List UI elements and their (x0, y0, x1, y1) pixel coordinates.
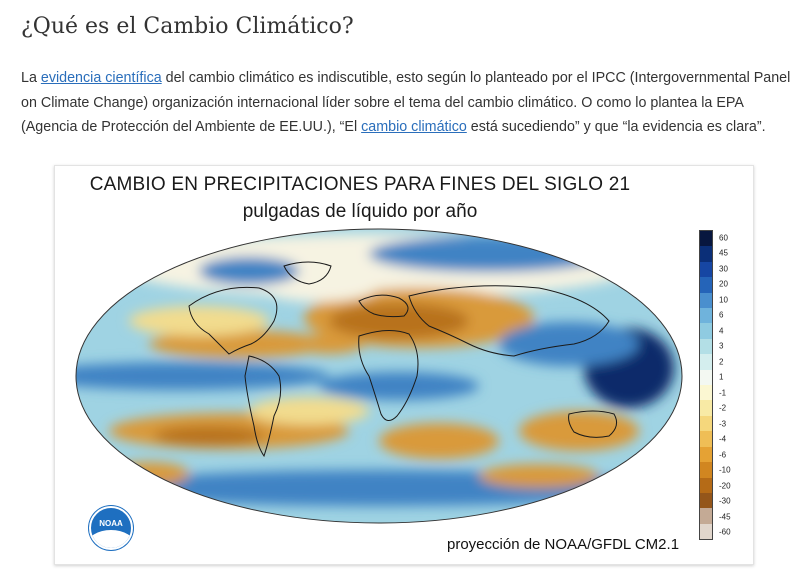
colorbar-segment (700, 385, 712, 401)
colorbar-segment (700, 354, 712, 370)
colorbar-segment (700, 231, 712, 247)
world-map-icon (75, 228, 683, 524)
colorbar-tick-label: -6 (719, 450, 727, 460)
page-title: ¿Qué es el Cambio Climático? (21, 14, 354, 39)
colorbar-tick-label: 4 (719, 326, 724, 336)
colorbar-tick-label: 45 (719, 248, 728, 258)
paragraph-text: está sucediendo” y que “la evidencia es … (466, 119, 766, 135)
colorbar-tick-label: 1 (719, 372, 724, 382)
colorbar-tick-label: -1 (719, 388, 727, 398)
colorbar-tick-label: 3 (719, 341, 724, 351)
figure-title: CAMBIO EN PRECIPITACIONES PARA FINES DEL… (89, 174, 631, 195)
colorbar-segment (700, 508, 712, 524)
colorbar-tick-label: 6 (719, 310, 724, 320)
colorbar-segment (700, 415, 712, 432)
colorbar-segment (700, 446, 712, 463)
colorbar-segment (700, 308, 712, 324)
colorbar-tick-label: 20 (719, 279, 728, 289)
colorbar-segment (700, 492, 712, 509)
colorbar-segment (700, 477, 712, 493)
colorbar-ticks: 60 45 30 20 10 6 4 3 2 1 -1 -2 -3 -4 -6 -10 -20 -30 -45 -60 (719, 230, 753, 540)
colorbar-segment (700, 400, 712, 416)
colorbar-segment (700, 523, 712, 540)
colorbar-segment (700, 261, 712, 278)
colorbar-segment (700, 323, 712, 339)
colorbar-tick-label: -30 (719, 496, 731, 506)
article-paragraph: La evidencia científica del cambio climá… (21, 66, 791, 140)
colorbar-tick-label: -45 (719, 512, 731, 522)
colorbar-tick-label: -20 (719, 481, 731, 491)
colorbar-segment (700, 369, 712, 386)
colorbar-tick-label: 60 (719, 233, 728, 243)
colorbar-tick-label: 10 (719, 295, 728, 305)
colorbar-segment (700, 246, 712, 262)
noaa-logo: NOAA (89, 506, 133, 550)
colorbar-tick-label: 2 (719, 357, 724, 367)
precipitation-colorbar (699, 230, 713, 540)
colorbar-segment (700, 462, 712, 478)
paragraph-text: La (21, 70, 41, 86)
scientific-evidence-link[interactable]: evidencia científica (40, 70, 162, 86)
climate-change-link[interactable]: cambio climático (361, 119, 467, 135)
figure-credit: proyección de NOAA/GFDL CM2.1 (447, 536, 680, 553)
colorbar-tick-label: -3 (719, 419, 727, 429)
colorbar-segment (700, 277, 712, 293)
colorbar-segment (700, 292, 712, 309)
figure-subtitle: pulgadas de líquido por año (242, 201, 478, 222)
precipitation-figure: CAMBIO EN PRECIPITACIONES PARA FINES DEL… (54, 165, 754, 565)
colorbar-tick-label: -4 (719, 434, 727, 444)
colorbar-segment (700, 431, 712, 447)
colorbar-segment (700, 338, 712, 355)
colorbar-tick-label: -10 (719, 465, 731, 475)
paragraph-text: del cambio climático es indiscutible, es… (21, 70, 791, 135)
colorbar-tick-label: -60 (719, 527, 731, 537)
colorbar-tick-label: -2 (719, 403, 727, 413)
colorbar-tick-label: 30 (719, 264, 728, 274)
